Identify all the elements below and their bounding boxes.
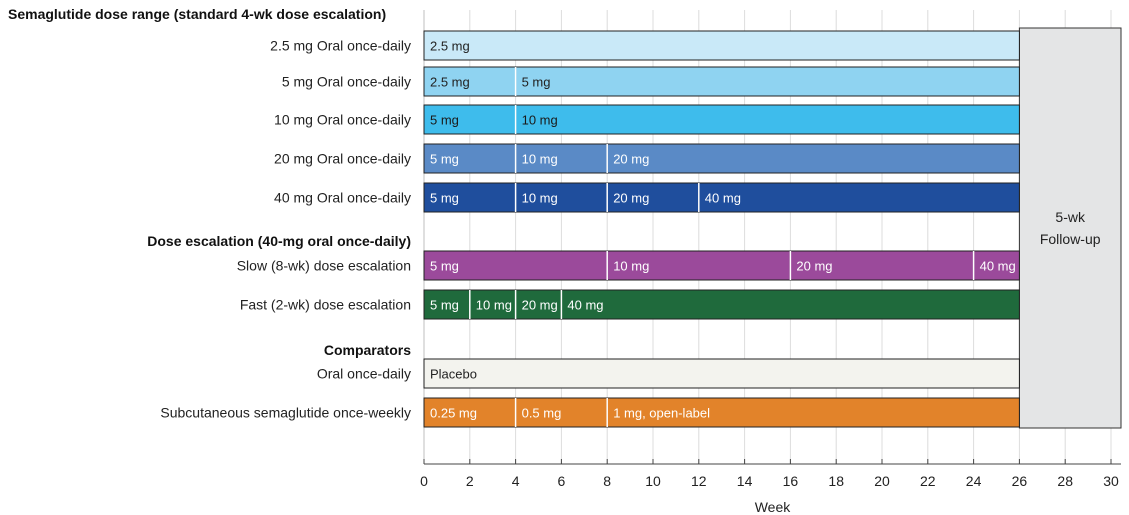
group-header: Dose escalation (40-mg oral once-daily): [147, 233, 411, 249]
segment-label: 0.5 mg: [522, 406, 562, 421]
bar-row: 2.5 mg 5 mg: [423, 66, 1020, 97]
row-label: Fast (2-wk) dose escalation: [240, 297, 411, 313]
segment-label: 5 mg: [430, 298, 459, 313]
segment-label: 2.5 mg: [430, 75, 470, 90]
bar-segment: [606, 397, 1020, 428]
segment-label: 5 mg: [430, 259, 459, 274]
segment-label: 20 mg: [522, 298, 558, 313]
row-label: 10 mg Oral once-daily: [274, 112, 411, 128]
x-tick-label: 16: [783, 473, 799, 489]
row-label: Slow (8-wk) dose escalation: [237, 258, 411, 274]
bar-row: 0.25 mg 0.5 mg 1 mg, open-label: [423, 397, 1020, 428]
bar-segment: [423, 66, 517, 97]
x-tick-label: 28: [1057, 473, 1073, 489]
x-tick-label: 30: [1103, 473, 1119, 489]
row-label: 2.5 mg Oral once-daily: [270, 38, 411, 54]
bar-segment: [515, 104, 1020, 135]
segment-label: 10 mg: [522, 191, 558, 206]
segment-label: 5 mg: [522, 75, 551, 90]
x-tick-label: 8: [603, 473, 611, 489]
segment-label: 40 mg: [567, 298, 603, 313]
bar-segment: [606, 250, 791, 281]
row-label: Oral once-daily: [317, 366, 411, 382]
x-tick-label: 4: [512, 473, 520, 489]
bar-row: 5 mg 10 mg 20 mg 40 mg: [423, 182, 1020, 213]
bar-segment: [515, 143, 608, 174]
bar-segment: [698, 182, 1020, 213]
bar-segment: [606, 182, 700, 213]
row-label: 20 mg Oral once-daily: [274, 151, 411, 167]
x-axis-title: Week: [755, 499, 792, 515]
x-tick-label: 22: [920, 473, 936, 489]
segment-label: 10 mg: [522, 113, 558, 128]
bar-row: 5 mg 10 mg 20 mg 40 mg: [423, 250, 1020, 281]
segment-label: 20 mg: [796, 259, 832, 274]
bar-segment: [515, 66, 1020, 97]
segment-label: 5 mg: [430, 113, 459, 128]
bar-segment: [423, 104, 517, 135]
bar-segment: [423, 289, 471, 320]
segment-label: 1 mg, open-label: [613, 406, 710, 421]
x-tick-label: 18: [828, 473, 844, 489]
follow-up-label-1: 5-wk: [1055, 209, 1086, 225]
segment-label: 10 mg: [522, 152, 558, 167]
segment-label: 40 mg: [980, 259, 1016, 274]
bar-segment: [423, 30, 1020, 61]
row-labels: Semaglutide dose range (standard 4-wk do…: [8, 6, 411, 421]
segment-label: 40 mg: [705, 191, 741, 206]
x-tick-label: 2: [466, 473, 474, 489]
segment-label: 20 mg: [613, 191, 649, 206]
bars: 2.5 mg2.5 mg 5 mg5 mg 10 mg5 mg 10 mg 20 mg5…: [423, 30, 1020, 428]
segment-label: 2.5 mg: [430, 39, 470, 54]
follow-up-label-2: Follow-up: [1040, 231, 1101, 247]
follow-up-band: 5-wk Follow-up: [1018, 27, 1122, 429]
x-tick-label: 24: [966, 473, 982, 489]
segment-label: Placebo: [430, 367, 477, 382]
bar-segment: [469, 289, 517, 320]
bar-row: Placebo: [423, 358, 1020, 389]
segment-label: 10 mg: [613, 259, 649, 274]
segment-label: 10 mg: [476, 298, 512, 313]
bar-segment: [423, 143, 517, 174]
x-tick-label: 10: [645, 473, 661, 489]
row-label: 40 mg Oral once-daily: [274, 190, 411, 206]
bar-segment: [560, 289, 1020, 320]
bar-segment: [423, 358, 1020, 389]
bar-segment: [606, 143, 1020, 174]
bar-segment: [423, 397, 517, 428]
bar-row: 5 mg 10 mg 20 mg 40 mg: [423, 289, 1020, 320]
segment-label: 20 mg: [613, 152, 649, 167]
bar-segment: [789, 250, 975, 281]
bar-row: 5 mg 10 mg: [423, 104, 1020, 135]
group-header: Comparators: [324, 342, 411, 358]
bar-segment: [423, 182, 517, 213]
group-header: Semaglutide dose range (standard 4-wk do…: [8, 6, 386, 22]
segment-label: 5 mg: [430, 152, 459, 167]
x-tick-label: 26: [1012, 473, 1028, 489]
row-label: Subcutaneous semaglutide once-weekly: [160, 405, 411, 421]
row-label: 5 mg Oral once-daily: [282, 74, 411, 90]
x-tick-label: 14: [737, 473, 753, 489]
bar-row: 5 mg 10 mg 20 mg: [423, 143, 1020, 174]
bar-row: 2.5 mg: [423, 30, 1020, 61]
x-tick-label: 12: [691, 473, 707, 489]
segment-label: 5 mg: [430, 191, 459, 206]
x-tick-label: 6: [558, 473, 566, 489]
follow-up-region: [1018, 27, 1122, 429]
segment-label: 0.25 mg: [430, 406, 477, 421]
bar-segment: [423, 250, 608, 281]
bar-segment: [515, 182, 608, 213]
x-tick-label: 20: [874, 473, 890, 489]
x-tick-label: 0: [420, 473, 428, 489]
